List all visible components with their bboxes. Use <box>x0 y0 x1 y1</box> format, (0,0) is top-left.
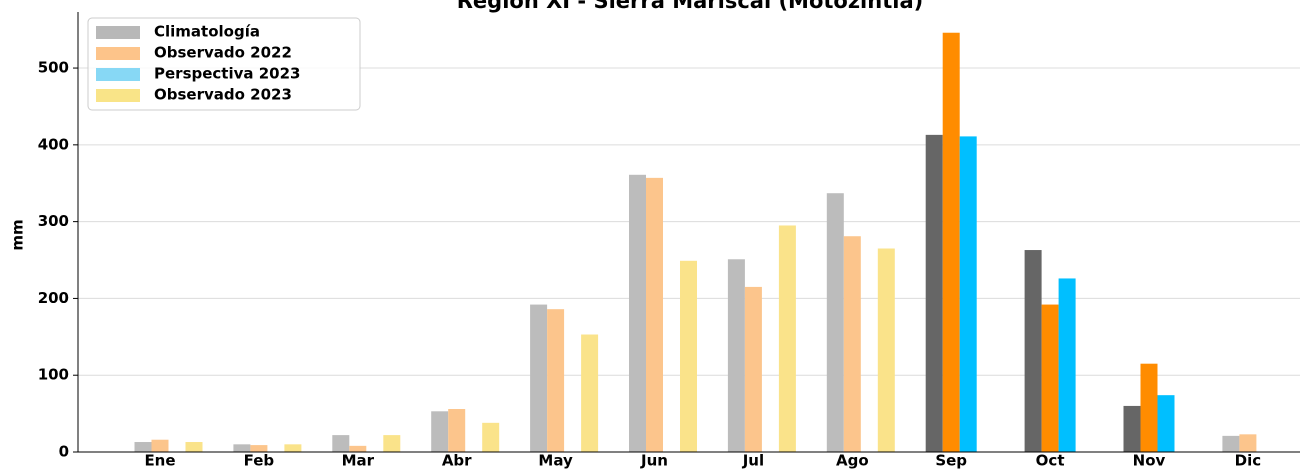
bar <box>629 174 646 452</box>
bar <box>1239 434 1257 452</box>
legend-swatch <box>96 47 140 60</box>
bar <box>727 259 745 452</box>
legend-swatch <box>96 26 140 39</box>
bar <box>530 304 548 452</box>
bar <box>1123 405 1141 452</box>
bar <box>284 444 302 452</box>
bar <box>744 286 762 452</box>
x-tick-label: Feb <box>244 452 275 469</box>
bar <box>925 134 943 452</box>
x-tick-label: Mar <box>342 452 375 469</box>
legend-label: Observado 2023 <box>154 86 292 104</box>
x-tick-label: Nov <box>1133 452 1166 469</box>
bar <box>942 32 960 453</box>
bar <box>778 225 796 452</box>
bar <box>233 444 251 452</box>
bar <box>581 334 599 452</box>
x-tick-label: Ago <box>836 452 869 469</box>
y-tick-label: 0 <box>59 443 69 461</box>
bar <box>448 408 466 452</box>
bar <box>431 411 449 452</box>
bar <box>877 248 895 452</box>
y-axis-label: mm <box>9 219 27 250</box>
bar <box>1041 304 1059 452</box>
y-tick-label: 400 <box>38 135 69 153</box>
bar <box>1157 395 1175 452</box>
bar <box>250 445 268 452</box>
legend-label: Climatología <box>154 23 260 41</box>
x-tick-label: Dic <box>1235 452 1261 469</box>
bar <box>959 136 977 453</box>
legend-box <box>87 17 361 111</box>
bar <box>646 177 663 452</box>
x-tick-label: Jun <box>640 452 668 469</box>
bar <box>843 236 861 452</box>
bar <box>151 439 169 452</box>
bar <box>134 442 152 452</box>
x-tick-label: Ene <box>144 452 175 469</box>
bar <box>482 422 500 452</box>
bar <box>826 193 844 453</box>
bar <box>680 260 697 452</box>
y-tick-label: 200 <box>38 289 69 307</box>
bar <box>1222 435 1240 452</box>
chart-title: Región XI - Sierra Mariscal (Motozintla) <box>457 0 923 13</box>
y-tick-label: 300 <box>38 212 69 230</box>
bar <box>332 435 350 452</box>
legend-label: Perspectiva 2023 <box>154 65 300 83</box>
bar <box>1140 363 1158 452</box>
legend-swatch <box>96 89 140 102</box>
x-tick-label: May <box>538 452 573 469</box>
legend-swatch <box>96 68 140 81</box>
bar <box>349 445 367 452</box>
x-tick-label: Jul <box>742 452 764 469</box>
y-tick-label: 500 <box>38 59 69 77</box>
bar <box>547 309 565 452</box>
legend-label: Observado 2022 <box>154 44 292 62</box>
bar <box>1058 278 1076 452</box>
bar <box>1024 250 1042 452</box>
x-tick-label: Oct <box>1036 452 1065 469</box>
x-tick-label: Abr <box>442 452 472 469</box>
bar <box>185 442 203 452</box>
y-tick-label: 100 <box>38 366 69 384</box>
bar <box>383 435 401 452</box>
x-tick-label: Sep <box>935 452 967 469</box>
